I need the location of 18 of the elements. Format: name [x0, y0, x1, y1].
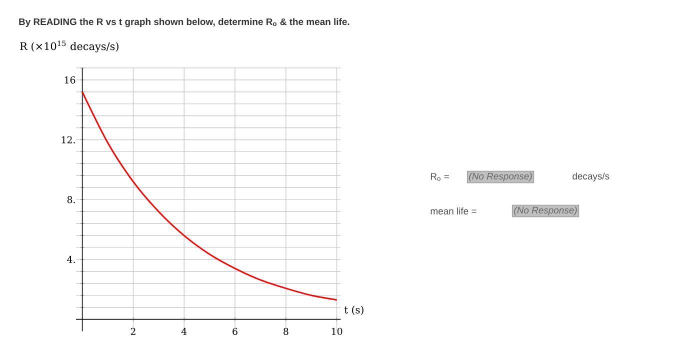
x-tick-label: 2 — [130, 328, 136, 335]
y-tick-label: 12. — [62, 136, 75, 144]
x-tick-label: 4 — [181, 328, 187, 335]
text: R$_{o}$ = — [430, 173, 449, 181]
y-tick-label: 4. — [67, 256, 75, 264]
x-tick-label: 6 — [232, 328, 238, 335]
x-tick-label: 10 — [332, 328, 342, 335]
text: (No Response) — [514, 206, 577, 216]
chart-title: By READING the R vs t graph shown below, determine R$_{o}$ & the mean life. — [19, 18, 350, 27]
y-tick-label: 16 — [64, 76, 76, 84]
x-axis-title: t (s) — [344, 306, 364, 315]
y-axis-title: R (×10$^{15}$ decays/s) — [20, 40, 118, 52]
x-tick-label: 8 — [284, 328, 288, 335]
text: (No Response) — [469, 172, 532, 182]
text: mean life = — [430, 208, 476, 214]
text: decays/s — [572, 172, 610, 182]
line-series — [82, 91, 338, 301]
y-tick-label: 8. — [67, 196, 75, 204]
